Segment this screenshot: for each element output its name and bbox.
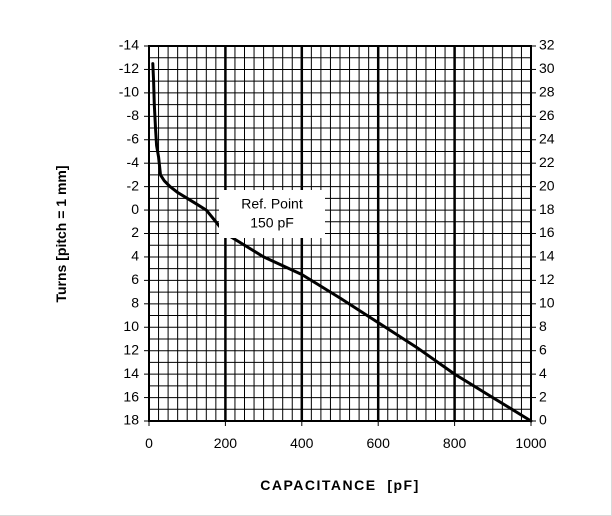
left-axis-labels: -14 -12 -10 -8 -6 -4 -2 0 2 4 6 8 10 12 14 16 18 [119, 37, 139, 428]
y-left-tick-label: -8 [127, 107, 140, 123]
x-tick-label: 800 [443, 435, 467, 451]
y-right-tick-label: 24 [539, 130, 555, 146]
y-left-tick-label: 16 [123, 388, 139, 404]
x-axis-labels: 0 200 400 600 800 1000 [145, 435, 547, 451]
ref-point-box [219, 190, 325, 238]
y-left-tick-label: 10 [123, 318, 139, 334]
y-left-tick-label: 14 [123, 365, 139, 381]
horizontal-grid [149, 57, 531, 410]
y-right-tick-label: 22 [539, 154, 555, 170]
y-left-tick-label: 6 [131, 271, 139, 287]
y-left-tick-label: -10 [119, 84, 139, 100]
x-tick-label: 1000 [515, 435, 546, 451]
y-left-tick-label: -14 [119, 37, 139, 53]
y-right-tick-label: 26 [539, 107, 555, 123]
y-right-tick-label: 30 [539, 60, 555, 76]
y-left-tick-label: 2 [131, 224, 139, 240]
y-right-tick-label: 6 [539, 341, 547, 357]
y-left-tick-label: -12 [119, 60, 139, 76]
y-right-tick-label: 20 [539, 177, 555, 193]
y-left-tick-label: 4 [131, 248, 139, 264]
x-tick-label: 600 [367, 435, 391, 451]
y-right-tick-label: 10 [539, 295, 555, 311]
y-right-tick-label: 8 [539, 318, 547, 334]
ref-point-value: 150 pF [250, 215, 294, 231]
y-left-tick-label: -6 [127, 130, 140, 146]
y-left-tick-label: -2 [127, 177, 140, 193]
y-right-tick-label: 2 [539, 388, 547, 404]
y-left-tick-label: 0 [131, 201, 139, 217]
ref-point-label: Ref. Point [241, 196, 303, 212]
y-left-tick-label: -4 [127, 154, 140, 170]
y-left-tick-label: 8 [131, 295, 139, 311]
x-tick-label: 200 [214, 435, 238, 451]
y-right-tick-label: 14 [539, 248, 555, 264]
capacitance-curve [151, 62, 533, 423]
y-left-tick-label: 18 [123, 412, 139, 428]
y-right-tick-label: 0 [539, 412, 547, 428]
x-axis-title: CAPACITANCE [pF] [260, 477, 420, 493]
y-left-tick-label: 12 [123, 341, 139, 357]
y-right-tick-label: 16 [539, 224, 555, 240]
x-tick-label: 0 [145, 435, 153, 451]
y-right-tick-label: 4 [539, 365, 547, 381]
y-right-tick-label: 28 [539, 84, 555, 100]
y-right-tick-label: 18 [539, 201, 555, 217]
x-tick-label: 400 [290, 435, 314, 451]
y-right-tick-label: 12 [539, 271, 555, 287]
plot-border [148, 45, 532, 422]
y-right-tick-label: 32 [539, 37, 555, 53]
y-axis-title: Turns [pitch = 1 mm] [53, 165, 69, 302]
